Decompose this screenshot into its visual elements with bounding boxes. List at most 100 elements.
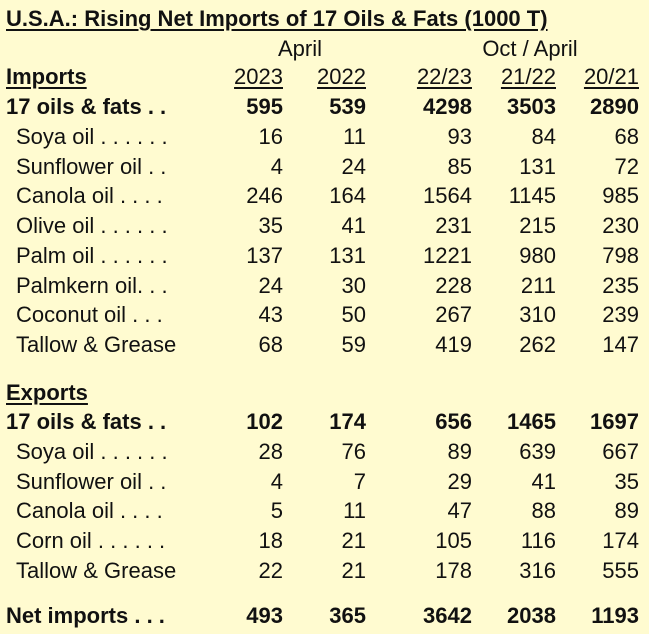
cell-value: 230 [602,213,639,239]
row-label: Soya oil . . . . . . [16,124,168,149]
cell-value: 35 [614,468,639,494]
cell-value: 3503 [507,94,556,119]
column-header-row: Imports 2023 2022 22/23 21/22 20/21 [0,64,649,93]
cell-value: 50 [341,302,366,328]
row-label: Tallow & Grease [16,557,177,583]
cell-value: 5 [270,498,283,524]
row-label: 17 oils & fats . . [6,94,167,119]
cell-value: 1465 [507,409,556,434]
row-label: Canola oil . . . . [16,183,163,209]
cell-value: 24 [341,153,366,179]
exports-row: Tallow & Grease 22 21 178 316 555 [0,558,649,587]
imports-row: Palmkern oil. . . 24 30 228 211 235 [0,273,649,302]
cell-value: 316 [519,557,556,583]
imports-row: Palm oil . . . . . . 137 131 1221 980 798 [0,243,649,272]
cell-value: 262 [519,331,556,357]
exports-row: Soya oil . . . . . . 28 76 89 639 667 [0,439,649,468]
cell-value: 639 [519,439,556,464]
cell-value: 3642 [423,603,472,628]
cell-value: 137 [246,242,283,268]
cell-value: 21 [341,557,366,583]
exports-row: Sunflower oil . . 4 7 29 41 35 [0,469,649,498]
col-header-2023: 2023 [234,64,283,89]
cell-value: 2038 [507,603,556,628]
imports-row: Canola oil . . . . 246 164 1564 1145 985 [0,183,649,212]
cell-value: 798 [602,242,639,268]
cell-value: 4298 [423,94,472,119]
cell-value: 147 [602,331,639,357]
cell-value: 174 [329,409,366,434]
cell-value: 1564 [423,183,472,209]
row-label: 17 oils & fats . . [6,409,167,434]
cell-value: 21 [341,528,366,554]
row-label: Olive oil . . . . . . [16,213,168,239]
cell-value: 16 [258,124,283,149]
cell-value: 85 [447,153,472,179]
imports-section-label: Imports [6,64,87,89]
cell-value: 105 [435,528,472,554]
imports-row: Coconut oil . . . 43 50 267 310 239 [0,302,649,331]
cell-value: 102 [246,409,283,434]
cell-value: 131 [519,153,556,179]
cell-value: 4 [270,468,283,494]
cell-value: 29 [447,468,472,494]
row-label: Sunflower oil . . [16,468,167,494]
row-label: Tallow & Grease [16,331,177,357]
cell-value: 211 [520,272,556,298]
row-label: Canola oil . . . . [16,498,163,524]
cell-value: 47 [447,498,472,524]
col-header-22-23: 22/23 [416,64,472,89]
cell-value: 246 [246,183,283,209]
col-header-21-22: 21/22 [500,64,556,89]
cell-value: 68 [258,331,283,357]
cell-value: 539 [329,94,366,119]
cell-value: 1697 [590,409,639,434]
cell-value: 59 [341,331,366,357]
cell-value: 656 [435,409,472,434]
cell-value: 28 [258,439,283,464]
cell-value: 419 [435,331,472,357]
cell-value: 228 [435,272,472,298]
cell-value: 43 [258,302,283,328]
cell-value: 84 [531,124,556,149]
cell-value: 76 [341,439,366,464]
cell-value: 18 [258,528,283,554]
cell-value: 4 [270,153,283,179]
cell-value: 215 [519,213,556,239]
cell-value: 41 [531,468,556,494]
row-label: Palmkern oil. . . [16,272,168,298]
cell-value: 231 [435,213,472,239]
exports-row: Corn oil . . . . . . 18 21 105 116 174 [0,528,649,557]
row-label: Sunflower oil . . [16,153,167,179]
cell-value: 595 [246,94,283,119]
cell-value: 1193 [591,603,639,628]
oct-april-header: Oct / April [482,36,578,61]
cell-value: 178 [435,557,472,583]
cell-value: 116 [520,528,556,554]
cell-value: 88 [531,498,556,524]
cell-value: 35 [258,213,283,239]
col-header-20-21: 20/21 [583,64,639,89]
cell-value: 72 [614,153,639,179]
exports-row: Canola oil . . . . 5 11 47 88 89 [0,498,649,527]
imports-row: Tallow & Grease 68 59 419 262 147 [0,332,649,361]
col-header-2022: 2022 [317,64,366,89]
cell-value: 174 [602,528,639,554]
cell-value: 68 [614,124,639,149]
exports-total-row: 17 oils & fats . . 102 174 656 1465 1697 [0,409,649,438]
cell-value: 239 [602,302,639,328]
cell-value: 267 [435,302,472,328]
cell-value: 24 [258,272,283,298]
cell-value: 980 [519,242,556,268]
row-label: Soya oil . . . . . . [16,439,168,464]
cell-value: 310 [519,302,556,328]
cell-value: 93 [447,124,472,149]
imports-row: Soya oil . . . . . . 16 11 93 84 68 [0,124,649,153]
cell-value: 365 [329,603,366,628]
imports-row: Olive oil . . . . . . 35 41 231 215 230 [0,213,649,242]
row-label: Net imports . . . [6,603,165,628]
cell-value: 41 [341,213,366,239]
cell-value: 89 [447,439,472,464]
cell-value: 235 [602,272,639,298]
imports-total-row: 17 oils & fats . . 595 539 4298 3503 2890 [0,94,649,123]
